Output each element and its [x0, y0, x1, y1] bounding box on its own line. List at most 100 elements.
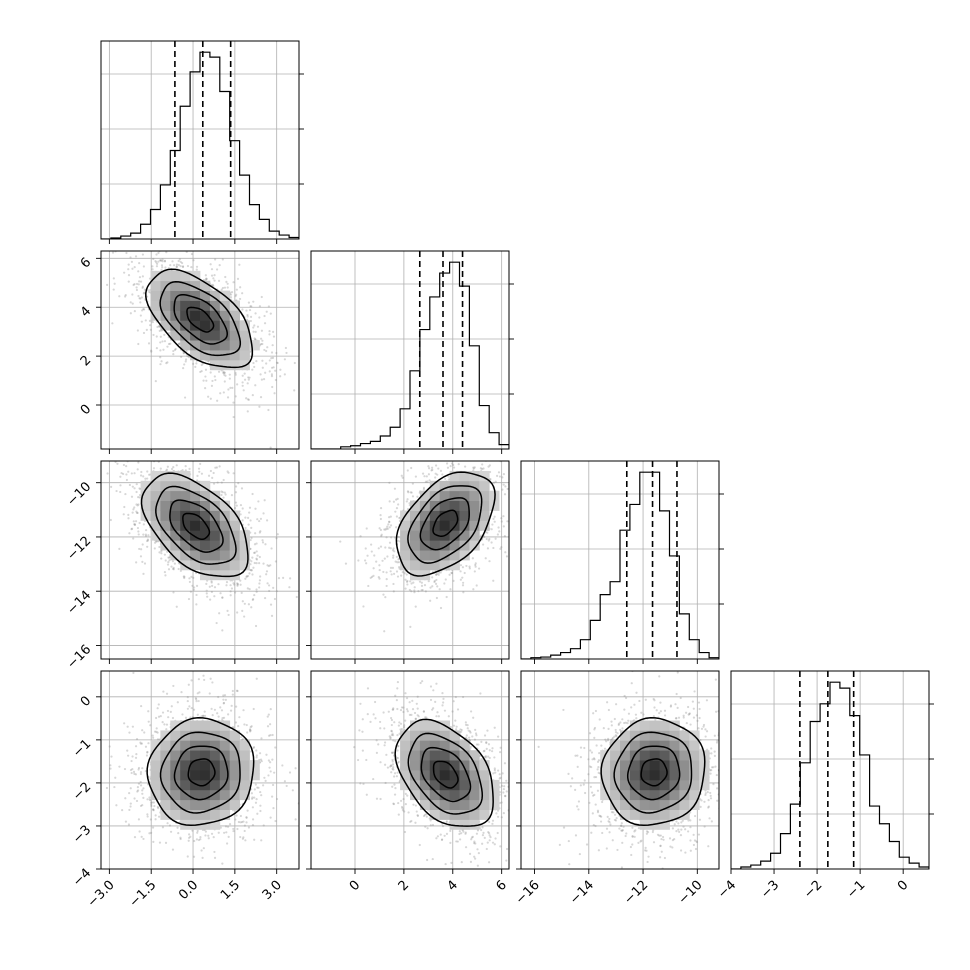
density-bin [479, 500, 490, 511]
density-bin [219, 310, 231, 321]
contours [395, 471, 496, 577]
density-bin [400, 540, 411, 551]
density-bin [200, 530, 211, 541]
scatter-point [277, 577, 281, 580]
scatter-point [532, 504, 534, 506]
scatter-point [166, 563, 170, 566]
scatter-point [445, 595, 448, 599]
scatter-point [195, 584, 199, 587]
density-bin [219, 520, 231, 531]
scatter-point [195, 593, 198, 597]
scatter-point [138, 280, 141, 283]
scatter-point [137, 283, 140, 286]
scatter-point [267, 564, 270, 568]
scatter-point [379, 545, 383, 548]
scatter-point [254, 338, 257, 341]
scatter-point [135, 561, 138, 564]
scatter-point [161, 456, 163, 458]
scatter-point [166, 465, 169, 468]
scatter-point [215, 268, 219, 271]
scatter-point [431, 466, 434, 469]
density-bin [180, 280, 191, 291]
scatter-point [135, 490, 138, 494]
scatter-point [270, 356, 273, 360]
scatter-point [392, 590, 395, 593]
scatter-point [389, 515, 392, 518]
scatter-point [437, 467, 440, 470]
scatter-point [127, 517, 130, 520]
scatter-point [388, 546, 391, 549]
scatter-point [449, 465, 452, 468]
scatter-point [213, 274, 216, 277]
scatter-point [393, 487, 397, 490]
scatter-point [221, 596, 224, 599]
scatter-point [223, 371, 226, 374]
scatter-point [511, 486, 513, 488]
scatter-point [119, 484, 122, 487]
scatter-point [463, 457, 465, 459]
scatter-point [144, 477, 147, 480]
scatter-point [214, 378, 217, 382]
scatter-point [378, 577, 381, 580]
scatter-point [498, 475, 502, 478]
scatter-point [165, 361, 168, 365]
scatter-point [493, 520, 496, 523]
density-bin [209, 540, 221, 551]
scatter-point [510, 512, 512, 514]
scatter-point [462, 591, 465, 594]
scatter-point [226, 470, 229, 473]
scatter-point [207, 395, 210, 398]
density-bin [140, 490, 151, 501]
density-bin [229, 330, 240, 341]
scatter-point [194, 365, 197, 368]
scatter-point [501, 488, 504, 491]
scatter-point [177, 263, 180, 267]
scatter-point [219, 592, 222, 595]
scatter-point [249, 519, 252, 522]
panel-frame [310, 460, 510, 660]
scatter-point [122, 463, 126, 467]
density-bin [170, 520, 181, 531]
scatter-point [135, 503, 138, 506]
scatter-point [176, 455, 178, 457]
scatter-point [220, 481, 223, 484]
scatter-point [389, 570, 392, 573]
scatter-point [435, 573, 438, 576]
scatter-point [379, 507, 383, 510]
scatter-point [213, 595, 216, 598]
scatter-point [259, 517, 263, 520]
density-bin [419, 490, 431, 501]
scatter-point [179, 260, 182, 264]
density-bin [180, 520, 191, 531]
scatter-point [246, 516, 250, 519]
scatter-point [253, 561, 256, 565]
scatter-point [140, 548, 143, 551]
scatter-point [197, 467, 201, 470]
scatter-point [177, 259, 180, 263]
scatter-point [253, 838, 256, 841]
contour-3 [395, 471, 496, 577]
scatter-point [129, 802, 132, 805]
scatter-point [233, 583, 236, 586]
scatter-point [526, 477, 528, 479]
density-bin [190, 500, 201, 511]
scatter-point [400, 574, 403, 577]
scatter-point [159, 226, 161, 228]
scatter-point [295, 595, 298, 599]
scatter-point [271, 385, 274, 389]
scatter-point [261, 359, 264, 362]
scatter-point [253, 593, 256, 597]
scatter-point [141, 253, 145, 256]
scatter-point [372, 567, 375, 570]
scatter-point [475, 444, 477, 446]
scatter-point [155, 335, 158, 338]
density-bin [160, 500, 171, 511]
scatter-point [223, 380, 226, 383]
scatter-point [186, 450, 188, 452]
scatter-point [384, 528, 387, 531]
scatter-point [266, 564, 269, 567]
scatter-point [159, 259, 162, 262]
density-bin [410, 540, 421, 551]
scatter-point [450, 462, 454, 465]
density-bin [170, 290, 181, 301]
